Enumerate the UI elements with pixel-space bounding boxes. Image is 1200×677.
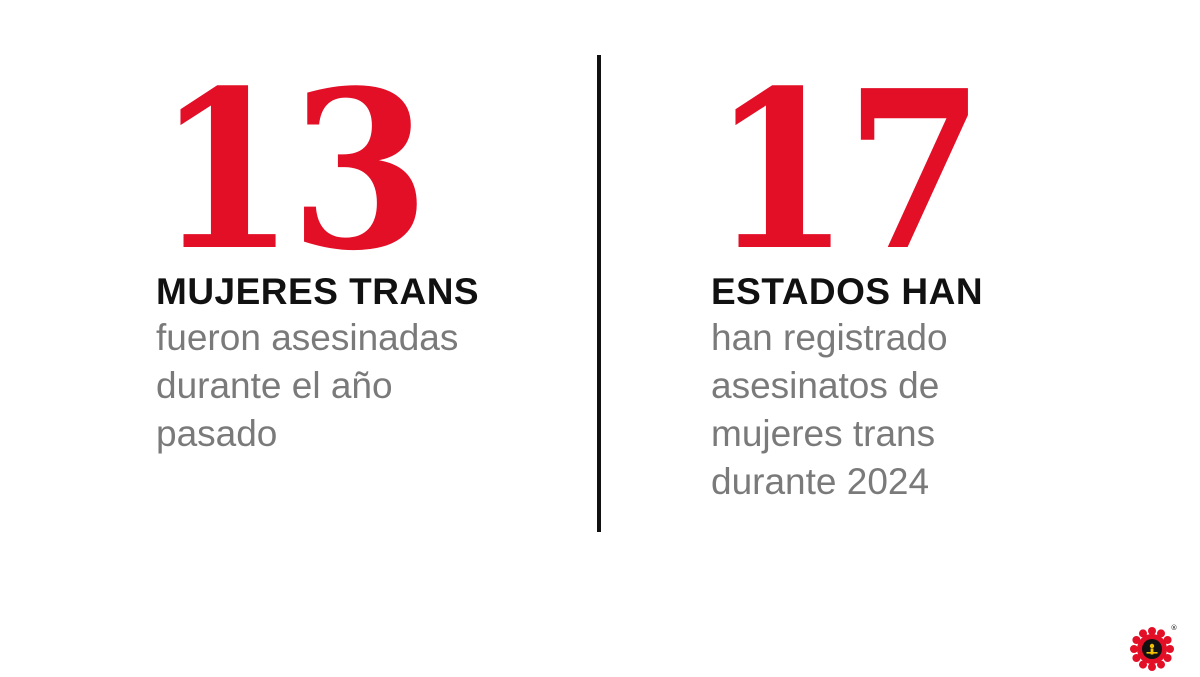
stat-number: 13 [156,43,430,299]
publisher-seal-icon: ® [1130,624,1178,671]
stat-description: han registrado asesinatos de mujeres tra… [711,317,948,502]
registered-mark: ® [1171,624,1178,632]
stat-number: 17 [711,43,985,299]
stat-description: fueron asesinadas durante el año pasado [156,317,459,454]
publisher-logo: ® [1128,622,1178,672]
stat-headline: MUJERES TRANS [156,271,480,312]
stat-block-right: 17 ESTADOS HAN han registrado asesinatos… [711,62,1131,506]
stat-block-left: 13 MUJERES TRANS fueron asesinadas duran… [156,62,556,458]
stat-headline: ESTADOS HAN [711,271,984,312]
vertical-divider [597,55,601,532]
